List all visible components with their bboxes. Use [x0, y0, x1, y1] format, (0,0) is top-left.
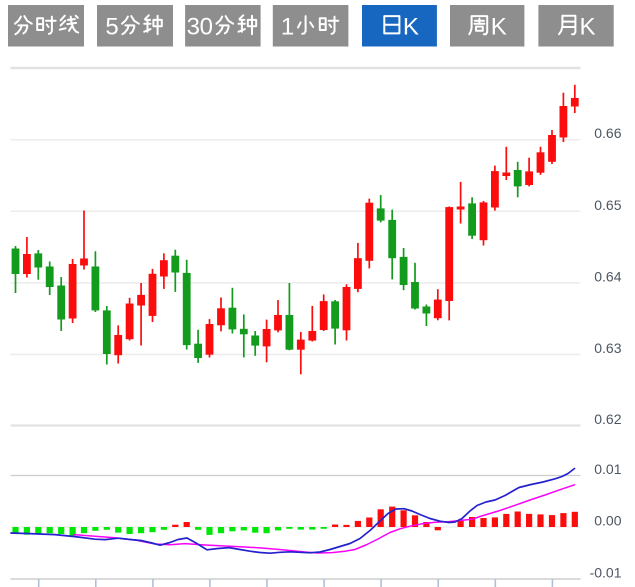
svg-text:1: 1 [281, 13, 294, 40]
svg-text:0.00: 0.00 [594, 513, 621, 529]
svg-text:5: 5 [105, 13, 118, 40]
svg-text:0.62: 0.62 [594, 411, 621, 427]
svg-text:0.63: 0.63 [594, 340, 621, 356]
svg-text:3: 3 [187, 13, 200, 40]
svg-text:0.01: 0.01 [594, 461, 621, 477]
svg-text:0.65: 0.65 [594, 197, 621, 213]
svg-text:-0.01: -0.01 [590, 565, 622, 581]
svg-text:K: K [491, 13, 507, 40]
svg-text:0: 0 [200, 13, 213, 40]
svg-text:0.64: 0.64 [594, 268, 621, 284]
svg-text:K: K [579, 13, 595, 40]
svg-text:K: K [403, 13, 419, 40]
svg-text:0.66: 0.66 [594, 125, 621, 141]
